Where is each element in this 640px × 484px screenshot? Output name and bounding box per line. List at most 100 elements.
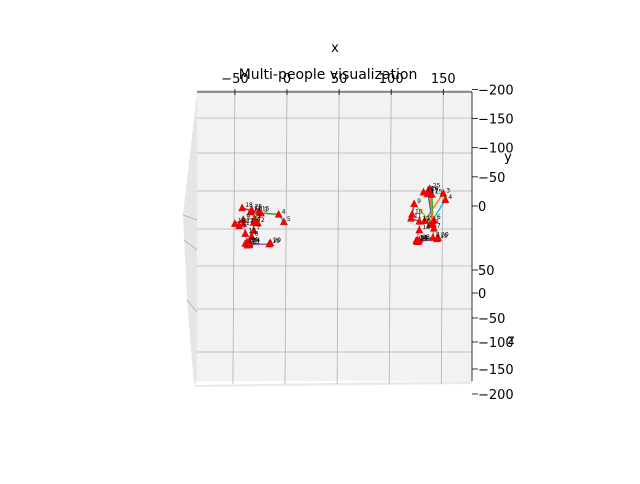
joint-label: 12 (246, 218, 254, 225)
z-tick-label: −100 (478, 336, 514, 351)
joint-marker (425, 220, 434, 229)
joint-marker (266, 238, 275, 247)
joint-label: 3 (264, 207, 268, 214)
joint-marker (249, 226, 258, 234)
joint-label: 1 (436, 218, 440, 225)
joint-label: 18 (245, 202, 253, 209)
z-tick-label: −50 (478, 312, 505, 327)
joint-label: 20 (441, 232, 449, 239)
y-tick-label: −50 (478, 171, 505, 186)
joint-label: 23 (248, 237, 256, 244)
joint-label: 13 (422, 224, 430, 231)
y-axis-ticks: −200 −150 −100 −50 0 (472, 83, 514, 215)
joint-marker (434, 233, 443, 241)
joint-label: 6 (437, 214, 441, 221)
joint-label: 9 (246, 214, 250, 221)
joint-marker (274, 209, 283, 218)
joint-label: 24 (252, 237, 260, 244)
joint-markers (230, 184, 450, 249)
x-tick-label: 0 (283, 72, 291, 87)
joint-marker (429, 223, 438, 232)
chart-title: Multi-people visualization (239, 67, 418, 83)
side-pane (183, 92, 197, 385)
x-tick-label: −50 (221, 72, 248, 87)
back-pane (197, 92, 472, 381)
joint-label: 7 (257, 225, 261, 232)
y-tick-label: 0 (478, 200, 486, 215)
joint-label: 15 (262, 205, 270, 212)
joint-label: 25 (255, 204, 263, 211)
joint-marker (239, 219, 248, 227)
joint-label: 4 (282, 208, 286, 215)
joint-label: 25 (433, 183, 441, 190)
joint-label: 14 (250, 236, 258, 243)
joint-label: 19 (440, 233, 448, 240)
joint-label: 16 (431, 186, 439, 193)
joint-label: 5 (287, 216, 291, 223)
y-tick-label: −200 (478, 83, 514, 98)
y-tick-label: −100 (478, 142, 514, 157)
joint-label: 15 (435, 189, 443, 196)
joint-label: 18 (427, 186, 435, 193)
joint-marker (247, 232, 256, 240)
joint-label: 22 (250, 239, 258, 246)
joint-marker (241, 229, 250, 237)
joint-label: 23 (422, 234, 430, 241)
joint-label: 12 (422, 215, 430, 222)
z-tick-label: 50 (478, 264, 495, 279)
x-tick-label: 100 (379, 72, 404, 87)
y-axis-label: y (504, 150, 512, 165)
joint-marker (413, 236, 422, 244)
z-tick-label: 0 (478, 287, 486, 302)
joint-marker (230, 219, 239, 227)
joint-label: 19 (272, 238, 280, 245)
bottom-pane (194, 381, 472, 387)
joint-label: 10 (238, 218, 246, 225)
x-axis-ticks: −50 0 50 100 150 (221, 72, 456, 95)
joint-label: 21 (252, 239, 260, 246)
joint-marker (428, 233, 437, 241)
joint-marker (429, 215, 438, 224)
joint-label: 3 (446, 187, 450, 194)
joint-label: 2 (261, 217, 265, 224)
joint-label: 16 (255, 205, 263, 212)
joint-marker (415, 225, 424, 234)
joint-marker (245, 238, 254, 247)
joint-label: 9 (417, 198, 421, 205)
joint-marker (254, 206, 263, 215)
y-tick-label: −150 (478, 113, 514, 128)
joint-label: 17 (431, 188, 439, 195)
joint-marker (410, 199, 419, 208)
x-axis-label: x (331, 41, 339, 56)
joint-label: 22 (421, 236, 429, 243)
joint-label: 1 (258, 213, 262, 220)
joint-marker (419, 187, 428, 196)
joint-label: 7 (437, 222, 441, 229)
joint-marker (238, 203, 247, 212)
joint-marker (425, 184, 434, 192)
joint-label: 10 (415, 208, 423, 215)
joint-label: 8 (255, 230, 259, 237)
z-tick-label: −150 (478, 363, 514, 378)
joint-label: 13 (248, 228, 256, 235)
joint-label: 17 (254, 206, 262, 213)
joint-marker (441, 195, 450, 203)
joint-marker (439, 188, 448, 197)
joint-marker (420, 216, 429, 224)
skeleton-bone (260, 212, 279, 216)
joint-marker (247, 205, 256, 213)
joint-marker (279, 217, 288, 226)
joint-label: 6 (257, 217, 261, 224)
joint-label: 11 (414, 212, 422, 219)
axes-frame (197, 91, 473, 381)
joint-marker (407, 213, 415, 222)
skeleton-bone (423, 192, 444, 222)
joint-label: 21 (420, 236, 428, 243)
joint-marker (415, 216, 424, 225)
joint-labels: 123 4567891011121314151617181920212223242… (238, 183, 452, 247)
x-tick-label: 50 (331, 72, 348, 87)
z-tick-label: −200 (478, 388, 514, 403)
joint-label: 2 (428, 215, 432, 222)
